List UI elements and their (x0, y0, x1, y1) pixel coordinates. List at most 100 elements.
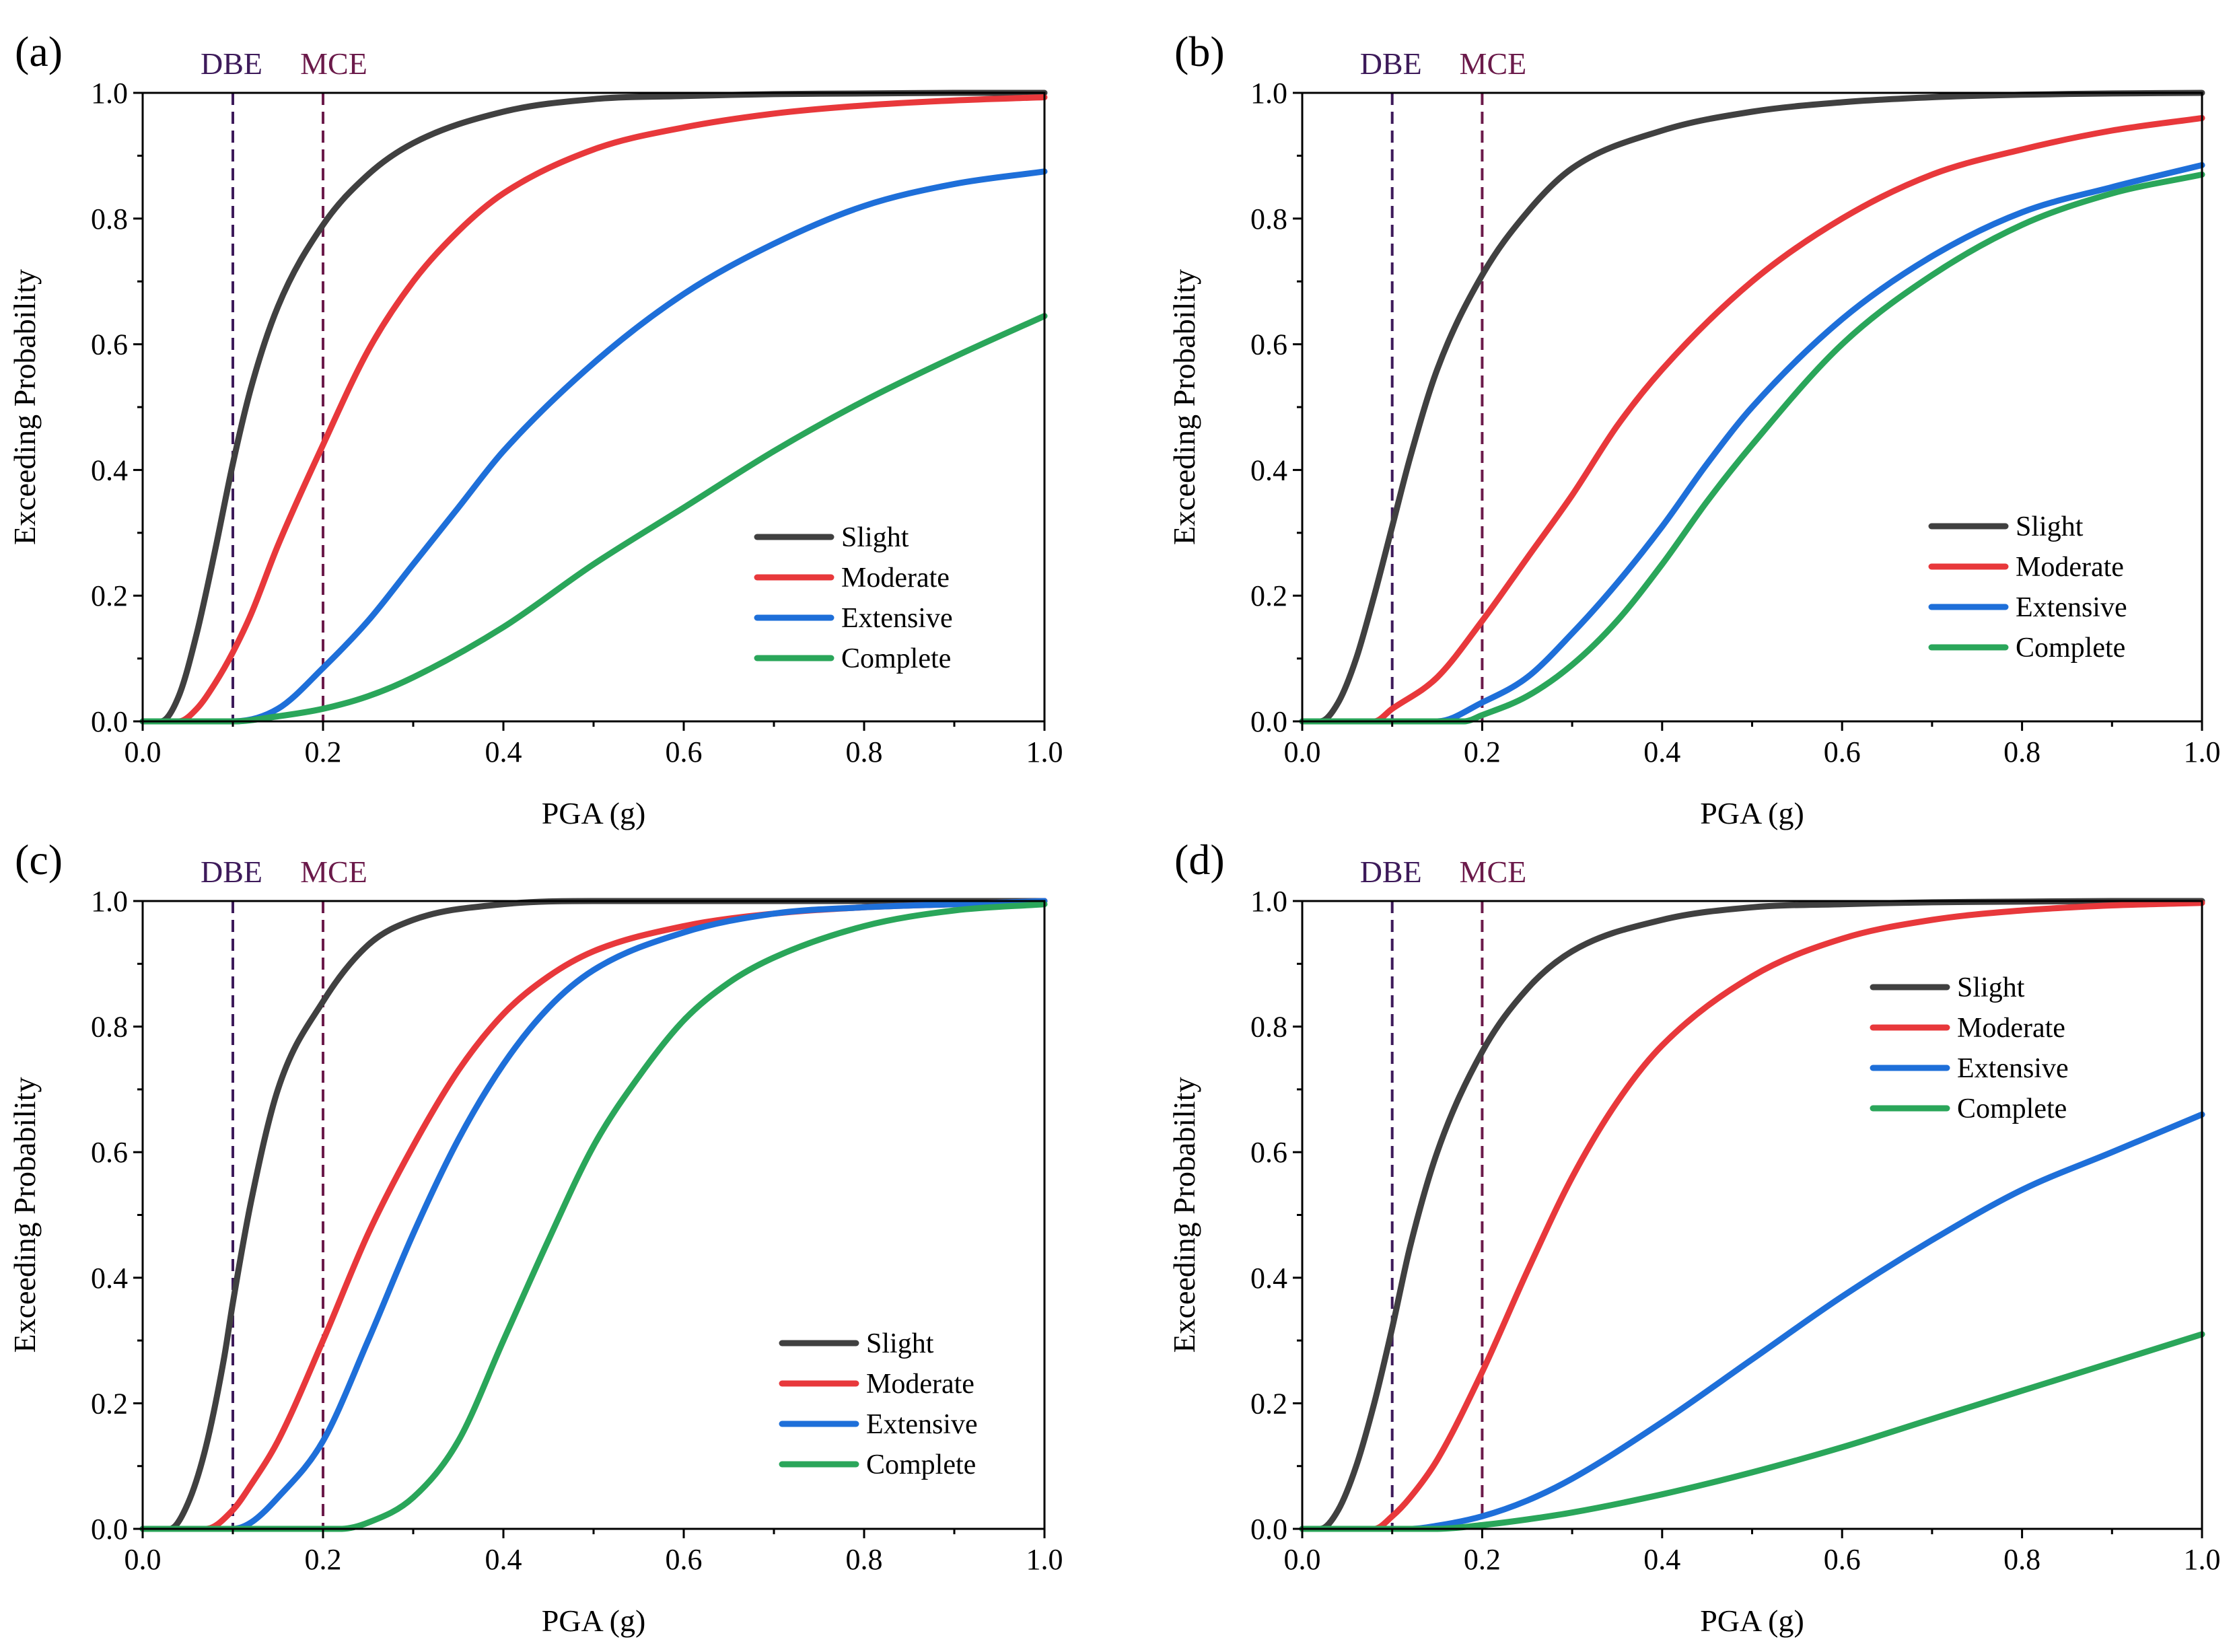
series-line-slight (1299, 898, 2205, 1532)
panel-label: (b) (1174, 28, 1225, 75)
y-tick-label: 0.2 (1250, 1387, 1287, 1420)
y-tick-label: 1.0 (1250, 77, 1287, 110)
series-line-complete (1299, 1331, 2205, 1532)
y-tick-label: 1.0 (1250, 885, 1287, 918)
legend-label-complete: Complete (2016, 633, 2125, 663)
reference-label-dbe: DBE (1360, 855, 1422, 889)
legend-label-extensive: Extensive (866, 1409, 978, 1440)
x-tick-label: 0.8 (2003, 1543, 2040, 1576)
x-tick-label: 0.0 (1284, 1543, 1321, 1576)
y-axis-title: Exceeding Probability (1167, 1077, 1201, 1353)
y-tick-label: 0.0 (91, 1513, 128, 1546)
x-tick-label: 0.4 (1643, 1543, 1680, 1576)
legend: Slight Moderate Extensive Complete (1928, 511, 2127, 663)
y-tick-label: 0.8 (1250, 203, 1287, 236)
x-tick-label: 0.4 (1643, 735, 1680, 768)
legend: Slight Moderate Extensive Complete (779, 1328, 978, 1480)
legend-label-slight: Slight (866, 1328, 934, 1359)
legend-label-moderate: Moderate (2016, 552, 2124, 583)
panel-a: DBE MCE 0.0 0.2 0.4 0.6 0.8 1.0 0.0 0.2 0.4 0.6 0.8 1… (7, 28, 1063, 830)
legend-label-complete: Complete (866, 1449, 976, 1480)
legend-label-moderate: Moderate (1957, 1013, 2065, 1044)
y-tick-label: 0.2 (1250, 579, 1287, 612)
series-line-moderate (139, 94, 1048, 725)
series-line-moderate (1299, 114, 2205, 725)
x-tick-label: 0.0 (125, 1543, 162, 1576)
reference-label-mce: MCE (1460, 855, 1527, 889)
reference-label-mce: MCE (300, 46, 367, 81)
panel-label: (d) (1174, 836, 1225, 884)
reference-label-dbe: DBE (201, 855, 262, 889)
x-tick-label: 0.6 (1824, 1543, 1861, 1576)
y-axis-title: Exceeding Probability (7, 1077, 42, 1353)
series-line-extensive (1299, 161, 2205, 725)
x-tick-label: 0.6 (666, 1543, 703, 1576)
x-tick-label: 1.0 (2184, 735, 2221, 768)
y-axis-title: Exceeding Probability (1167, 269, 1201, 545)
x-tick-label: 0.2 (305, 1543, 342, 1576)
x-axis-title: PGA (g) (1700, 796, 1804, 830)
reference-label-dbe: DBE (201, 46, 262, 81)
legend-label-slight: Slight (1957, 972, 2025, 1003)
reference-label-dbe: DBE (1360, 46, 1422, 81)
x-tick-label: 0.2 (1464, 1543, 1501, 1576)
y-tick-label: 0.8 (1250, 1011, 1287, 1044)
series-line-complete (139, 313, 1048, 725)
y-tick-label: 1.0 (91, 885, 128, 918)
x-axis-title: PGA (g) (542, 1604, 646, 1638)
y-tick-label: 0.6 (1250, 328, 1287, 361)
x-tick-label: 0.6 (666, 735, 703, 768)
legend-label-slight: Slight (2016, 511, 2084, 542)
legend-label-extensive: Extensive (841, 603, 953, 634)
y-tick-label: 0.6 (1250, 1136, 1287, 1169)
x-tick-label: 0.4 (485, 1543, 522, 1576)
y-tick-label: 0.0 (1250, 1513, 1287, 1546)
y-tick-label: 0.4 (1250, 1262, 1287, 1295)
series-line-slight (1299, 89, 2205, 725)
y-tick-label: 0.0 (1250, 705, 1287, 738)
x-tick-label: 1.0 (1026, 1543, 1063, 1576)
reference-label-mce: MCE (1460, 46, 1527, 81)
panel-c: DBE MCE 0.0 0.2 0.4 0.6 0.8 1.0 0.0 0.2 0.4 0.6 0.8 1… (7, 836, 1063, 1638)
legend-label-extensive: Extensive (2016, 592, 2127, 623)
x-tick-label: 0.8 (846, 735, 883, 768)
y-tick-label: 0.0 (91, 705, 128, 738)
y-tick-label: 0.4 (1250, 454, 1287, 487)
y-tick-label: 0.8 (91, 1011, 128, 1044)
x-tick-label: 0.8 (2003, 735, 2040, 768)
panel-d: DBE MCE 0.0 0.2 0.4 0.6 0.8 1.0 0.0 0.2 0.4 0.6 0.8 1… (1167, 836, 2221, 1638)
panel-label: (c) (15, 836, 63, 884)
legend-label-complete: Complete (1957, 1093, 2067, 1124)
legend-label-complete: Complete (841, 643, 951, 674)
legend: Slight Moderate Extensive Complete (1870, 972, 2069, 1124)
reference-label-mce: MCE (300, 855, 367, 889)
y-tick-label: 0.2 (91, 1387, 128, 1420)
y-tick-label: 0.4 (91, 454, 128, 487)
x-tick-label: 1.0 (1026, 735, 1063, 768)
panel-label: (a) (15, 28, 63, 75)
x-tick-label: 0.2 (1464, 735, 1501, 768)
legend-label-moderate: Moderate (866, 1369, 974, 1400)
series-line-moderate (1299, 900, 2205, 1532)
x-tick-label: 0.6 (1824, 735, 1861, 768)
panel-b: DBE MCE 0.0 0.2 0.4 0.6 0.8 1.0 0.0 0.2 0.4 0.6 0.8 1… (1167, 28, 2221, 830)
x-tick-label: 0.4 (485, 735, 522, 768)
series-line-complete (139, 901, 1048, 1532)
legend-label-extensive: Extensive (1957, 1053, 2069, 1084)
x-tick-label: 1.0 (2184, 1543, 2221, 1576)
plot-frame (1301, 900, 2203, 1530)
series-line-extensive (1299, 1111, 2205, 1532)
y-tick-label: 0.6 (91, 1136, 128, 1169)
y-tick-label: 0.8 (91, 203, 128, 236)
x-axis-title: PGA (g) (542, 796, 646, 830)
y-tick-label: 1.0 (91, 77, 128, 110)
series-line-complete (1299, 171, 2205, 725)
x-tick-label: 0.2 (305, 735, 342, 768)
legend-label-moderate: Moderate (841, 563, 950, 594)
legend-label-slight: Slight (841, 522, 909, 553)
y-axis-title: Exceeding Probability (7, 269, 42, 545)
y-tick-label: 0.4 (91, 1262, 128, 1295)
series-line-extensive (139, 168, 1048, 725)
x-tick-label: 0.0 (1284, 735, 1321, 768)
